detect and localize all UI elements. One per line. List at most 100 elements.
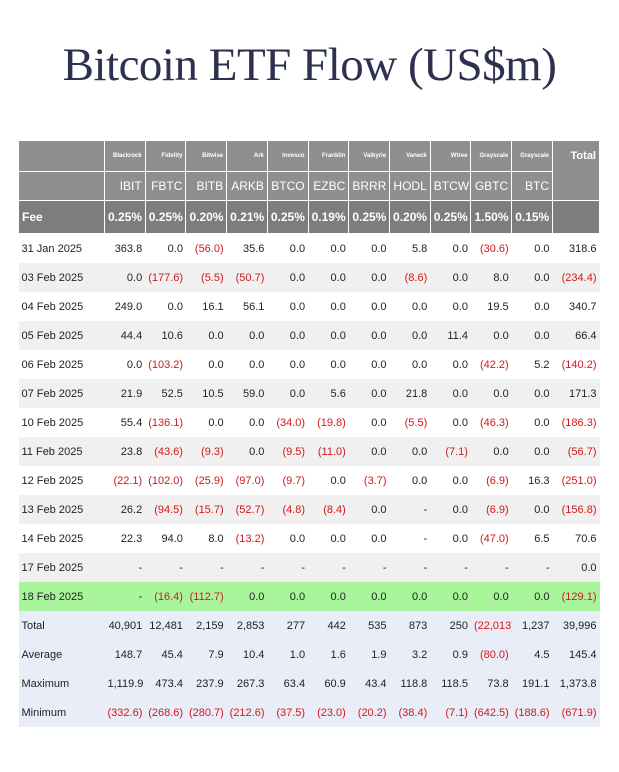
issuer: Ark [226,140,268,172]
flow-value: 0.0 [430,582,471,611]
flow-value: 0.0 [411,300,428,313]
data-row: 03 Feb 2025 0.0 (177.6) (5.5) (50.7) 0.0 0.0 0.… [18,263,600,292]
summary-value: (642.5) [470,698,512,727]
flow-value: 249.0 [114,300,143,313]
summary-value: 277 [267,611,309,640]
summary-value: 39,996 [552,611,600,640]
flow-value: 0.0 [289,358,306,371]
flow-value: 0.0 [452,474,468,487]
date: 14 Feb 2025 [21,532,84,545]
summary-value: 60.9 [308,669,349,698]
data-row: 18 Feb 2025- (16.4) (112.7) 0.0 0.0 0.0 0.0 0.0… [18,582,600,611]
flow-value: 0.0 [330,474,346,487]
flow-value: 0.0 [348,379,390,408]
issuer: Invesco [266,140,309,172]
ticker: BTC [511,171,553,201]
date: 06 Feb 2025 [21,358,84,371]
flow-value: 0.0 [534,242,550,255]
flow-value: 5.6 [308,379,349,408]
data-row: 13 Feb 2025 26.2 (94.5) (15.7) (52.7) (4.8) (8… [18,495,600,524]
flow-value: 0.0 [371,532,387,545]
flow-value: 0.0 [330,358,346,371]
flow-value: - [389,553,431,582]
flow-value: 0.0 [267,379,309,408]
issuer: Grayscale [470,140,513,172]
summary-value: (268.6) [145,698,186,727]
flow-value: (129.1) [552,582,600,611]
flow-value: 35.6 [242,242,265,255]
summary-value: (23.0) [308,698,349,727]
data-row: 31 Jan 2025 363.8 0.0 (56.0) 35.6 0.0 0.0 0.0 5.… [19,234,600,264]
flow-value: 0.0 [511,263,553,292]
flow-value: (156.8) [552,495,600,524]
flow-value: (8.4) [308,495,349,524]
ticker: FBTC [144,171,187,201]
summary-value: (37.5) [267,698,309,727]
flow-value: 0.0 [411,474,428,487]
flow-value: 0.0 [452,242,468,255]
summary-value: 1,237 [511,611,553,640]
summary-value: (188.6) [511,698,553,727]
summary-value: (212.6) [226,698,268,727]
flow-value: (52.7) [226,495,268,524]
summary-row: Average 148.7 45.4 7.9 10.4 1.0 1.6 1.9 3.2 0.9 (8… [18,640,600,669]
flow-value: 0.0 [167,242,183,255]
summary-value: 118.8 [389,669,431,698]
summary-value: 148.7 [104,640,146,669]
flow-value: (5.5) [185,263,227,292]
flow-value: (8.6) [389,263,431,292]
fee: 0.25% [429,200,472,234]
flow-value: - [145,553,186,582]
flow-value: 10.6 [145,321,186,350]
summary-value: 267.3 [226,669,268,698]
summary-value: 1,119.9 [104,669,146,698]
summary-label: Minimum [18,698,105,727]
flow-value: 318.6 [568,242,597,255]
flow-value: 94.0 [161,532,183,545]
flow-value: 0.0 [452,416,468,429]
data-row: 04 Feb 2025 249.0 0.0 16.1 56.1 0.0 0.0 0.0 0.0 0… [19,292,600,321]
flow-value: 0.0 [348,582,390,611]
date: 11 Feb 2025 [18,437,105,466]
flow-value: (136.1) [148,416,184,429]
fee: 0.25% [266,200,309,234]
issuer: Valkyrie [348,140,391,172]
flow-value: (5.5) [404,416,428,429]
date: 31 Jan 2025 [21,242,83,255]
ticker: BRRR [348,171,391,201]
summary-label: Maximum [18,669,105,698]
flow-value: (13.2) [235,532,265,545]
fee: 0.25% [348,200,391,234]
ticker: GBTC [470,171,513,201]
flow-value: 10.5 [185,379,227,408]
summary-value: 250 [430,611,471,640]
flow-value: (94.5) [145,495,186,524]
flow-value: 56.1 [242,300,265,313]
flow-value: 0.0 [267,263,309,292]
fee: 0.25% [144,200,187,234]
flow-value: (177.6) [145,263,186,292]
summary-value: 43.4 [348,669,390,698]
flow-value: (6.9) [470,495,512,524]
flow-value: (11.0) [308,437,349,466]
flow-value: 0.0 [330,242,346,255]
fee: 0.25% [104,200,146,234]
issuer: Vaneck [389,140,431,172]
data-row: 17 Feb 2025- - - - - - - - - - -0.0 [18,553,600,582]
summary-value: 40,901 [104,611,146,640]
date: 13 Feb 2025 [18,495,105,524]
flow-value: 0.0 [470,379,512,408]
flow-value: 0.0 [430,263,471,292]
data-row: 14 Feb 2025 22.3 94.0 8.0 (13.2) 0.0 0.0 0.0 - 0.… [19,524,600,553]
ticker: ARKB [226,171,268,201]
flow-value: 5.2 [534,358,550,371]
flow-value: 16.3 [528,474,550,487]
flow-value: 0.0 [126,358,143,371]
summary-value: 535 [348,611,390,640]
flow-value: 0.0 [348,321,390,350]
flow-value: (4.8) [267,495,309,524]
flow-value: (56.7) [552,437,600,466]
flow-value: (186.3) [561,416,597,429]
flow-value: (30.6) [479,242,509,255]
